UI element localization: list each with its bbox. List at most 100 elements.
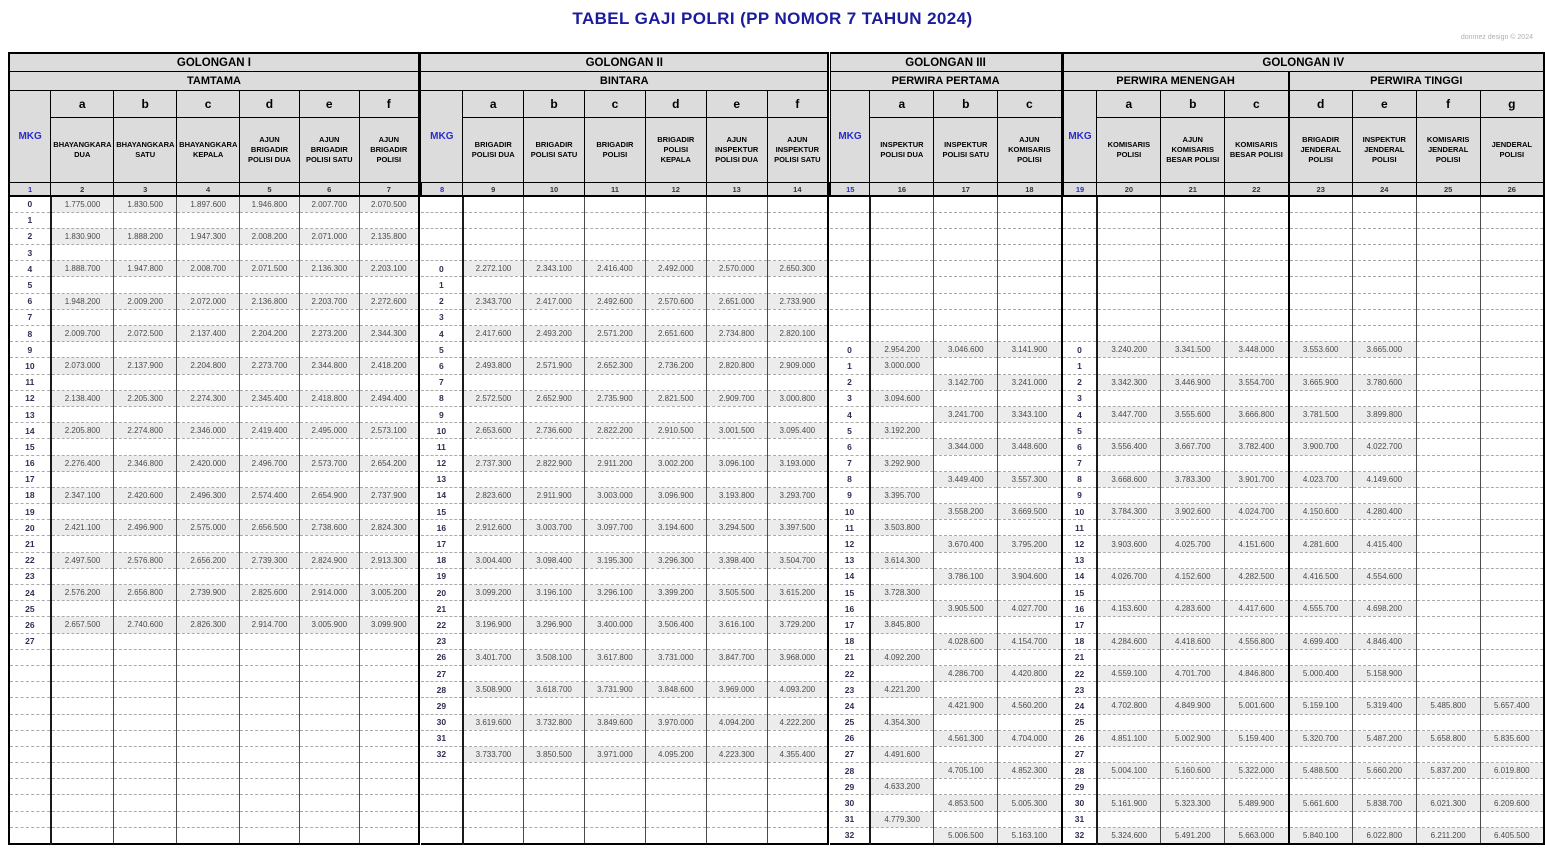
column-number: 19 <box>1062 182 1098 197</box>
salary-cell <box>869 794 935 812</box>
salary-cell <box>113 746 178 764</box>
salary-cell <box>1416 681 1481 699</box>
table-row: 1 <box>9 212 420 229</box>
salary-cell: 2.738.600 <box>299 519 360 537</box>
mkg-cell: 15 <box>830 584 871 602</box>
salary-cell: 4.282.500 <box>1224 568 1290 586</box>
mkg-cell <box>830 309 871 327</box>
salary-cell <box>1416 665 1481 683</box>
salary-cell: 2.740.600 <box>113 616 178 634</box>
salary-cell <box>239 811 300 828</box>
table-row <box>9 681 420 699</box>
table-row: 6 3.344.000 3.448.600 <box>830 438 1063 456</box>
salary-cell: 3.558.200 <box>933 503 999 521</box>
mkg-cell <box>9 746 52 764</box>
salary-cell <box>645 697 707 715</box>
salary-cell <box>1416 633 1481 650</box>
salary-cell <box>1480 811 1545 828</box>
salary-cell <box>1224 552 1290 569</box>
salary-cell <box>50 471 115 488</box>
salary-cell <box>113 438 178 456</box>
salary-cell: 2.071.500 <box>239 260 300 278</box>
column-letter: c <box>1224 90 1290 118</box>
mkg-cell: 18 <box>9 487 52 505</box>
salary-cell <box>933 293 999 310</box>
salary-cell: 3.728.300 <box>869 584 935 602</box>
salary-cell: 2.273.700 <box>239 357 300 375</box>
salary-cell: 2.576.800 <box>113 552 178 569</box>
salary-cell: 3.397.500 <box>767 519 829 537</box>
salary-cell <box>113 503 178 521</box>
salary-cell: 3.781.500 <box>1287 406 1353 424</box>
salary-cell: 3.342.300 <box>1096 374 1162 391</box>
salary-cell <box>706 196 768 213</box>
salary-cell <box>1160 487 1226 505</box>
salary-cell <box>113 811 178 828</box>
mkg-cell: 1 <box>1063 357 1098 375</box>
salary-cell <box>767 811 829 828</box>
mkg-cell: 8 <box>1063 471 1098 488</box>
salary-cell: 2.493.200 <box>523 325 585 343</box>
salary-cell: 4.026.700 <box>1096 568 1162 586</box>
salary-cell: 3.971.000 <box>584 746 646 764</box>
table-row: 10 3.784.300 3.902.600 4.024.700 4.150.600 4.… <box>1063 503 1545 521</box>
salary-cell: 2.496.700 <box>239 455 300 472</box>
salary-cell: 6.211.200 <box>1416 827 1481 845</box>
salary-cell: 5.323.300 <box>1160 794 1226 812</box>
salary-cell <box>1416 455 1481 472</box>
salary-cell: 4.025.700 <box>1160 535 1226 553</box>
table-row: 21 <box>420 600 829 618</box>
salary-cell <box>359 406 420 424</box>
salary-cell <box>1160 649 1226 666</box>
salary-cell: 3.192.200 <box>869 422 935 440</box>
salary-cell: 2.954.200 <box>869 341 935 359</box>
table-row <box>830 276 1063 294</box>
salary-cell <box>1160 244 1226 262</box>
salary-cell <box>462 665 525 683</box>
salary-cell <box>1480 390 1545 407</box>
salary-cell: 4.153.600 <box>1096 600 1162 618</box>
salary-cell: 2.137.900 <box>113 357 178 375</box>
salary-cell <box>1096 390 1162 407</box>
table-row: 12 3.670.400 3.795.200 <box>830 535 1063 553</box>
table-row: 15 <box>9 438 420 456</box>
salary-cell <box>1287 487 1353 505</box>
salary-cell <box>706 341 768 359</box>
salary-cell <box>869 471 935 488</box>
salary-cell <box>239 827 300 845</box>
column-number: 2 <box>50 182 115 197</box>
column-number: 13 <box>705 182 768 197</box>
salary-cell: 2.137.400 <box>176 325 241 343</box>
salary-cell <box>1416 471 1481 488</box>
salary-cell <box>1287 228 1353 246</box>
table-row: 13 3.614.300 <box>830 552 1063 569</box>
column-letter: a <box>869 90 935 118</box>
salary-cell <box>1287 746 1353 764</box>
salary-cell <box>584 374 646 391</box>
salary-cell: 3.194.600 <box>645 519 707 537</box>
salary-cell <box>706 438 768 456</box>
salary-cell: 6.019.800 <box>1480 762 1545 780</box>
salary-cell <box>462 196 525 213</box>
mkg-cell: 15 <box>1063 584 1098 602</box>
table-row: 22 4.286.700 4.420.800 <box>830 665 1063 683</box>
table-row: 19 <box>420 568 829 586</box>
salary-cell <box>523 665 585 683</box>
mkg-cell: 13 <box>1063 552 1098 569</box>
salary-cell: 2.073.000 <box>50 357 115 375</box>
salary-cell <box>50 827 115 845</box>
salary-cell <box>584 471 646 488</box>
salary-cell <box>50 503 115 521</box>
salary-cell <box>1160 681 1226 699</box>
salary-cell <box>1096 276 1162 294</box>
table-row: 5 <box>1063 422 1545 440</box>
salary-cell <box>299 438 360 456</box>
salary-cell <box>706 309 768 327</box>
salary-cell <box>997 746 1063 764</box>
salary-cell: 3.003.700 <box>523 519 585 537</box>
table-row: 6 3.556.400 3.667.700 3.782.400 3.900.700 4.0… <box>1063 438 1545 456</box>
salary-cell <box>176 811 241 828</box>
salary-cell <box>462 730 525 747</box>
salary-cell: 3.399.200 <box>645 584 707 602</box>
mkg-cell: 30 <box>420 714 464 731</box>
